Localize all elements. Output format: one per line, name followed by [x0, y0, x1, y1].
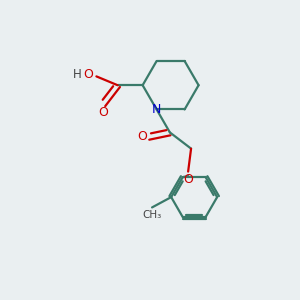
Text: N: N — [152, 103, 161, 116]
Text: CH₃: CH₃ — [142, 210, 162, 220]
Text: H: H — [73, 68, 81, 81]
Text: O: O — [83, 68, 93, 81]
Text: O: O — [137, 130, 147, 143]
Text: O: O — [98, 106, 108, 119]
Text: O: O — [183, 173, 193, 186]
